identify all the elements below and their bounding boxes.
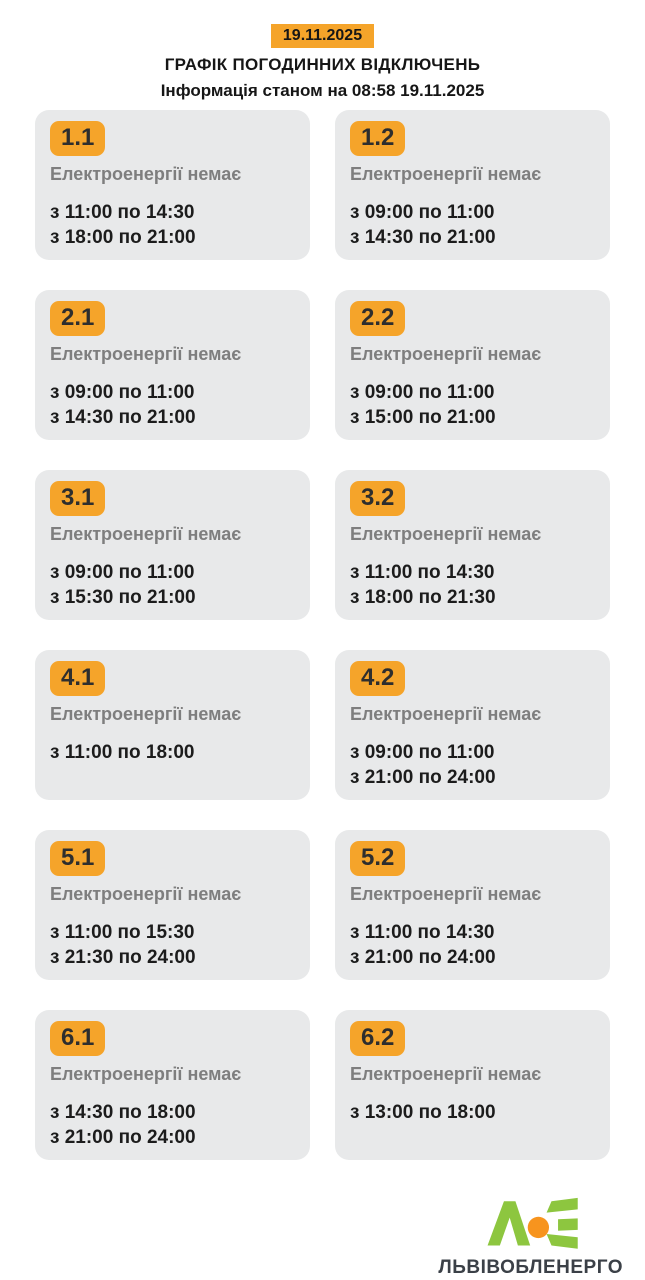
outage-period: з 11:00 по 14:30 — [350, 922, 495, 943]
outage-periods: з 09:00 по 11:00 з 14:30 по 21:00 — [50, 380, 295, 430]
outage-period: з 11:00 по 15:30 — [50, 922, 195, 943]
outage-period: з 21:00 по 24:00 — [50, 1127, 196, 1148]
outage-period: з 18:00 по 21:30 — [350, 587, 496, 608]
group-card-4-2: 4.2 Електроенергії немає з 09:00 по 11:0… — [335, 650, 610, 800]
outage-periods: з 09:00 по 11:00 з 14:30 по 21:00 — [350, 200, 595, 250]
outage-period: з 14:30 по 18:00 — [50, 1102, 196, 1123]
group-status: Електроенергії немає — [50, 704, 242, 724]
outage-period: з 21:30 по 24:00 — [50, 947, 196, 968]
group-badge: 5.1 — [50, 841, 106, 876]
group-card-6-2: 6.2 Електроенергії немає з 13:00 по 18:0… — [335, 1010, 610, 1160]
group-badge: 3.2 — [350, 481, 406, 516]
footer-logo: ЛЬВІВОБЛЕНЕРГО — [438, 1196, 623, 1279]
outage-periods: з 09:00 по 11:00 з 21:00 по 24:00 — [350, 740, 595, 790]
outage-periods: з 09:00 по 11:00 з 15:30 по 21:00 — [50, 560, 295, 610]
outage-period: з 09:00 по 11:00 — [350, 382, 495, 403]
group-status: Електроенергії немає — [350, 524, 542, 544]
group-card-2-1: 2.1 Електроенергії немає з 09:00 по 11:0… — [35, 290, 310, 440]
outage-period: з 15:30 по 21:00 — [50, 587, 196, 608]
group-badge: 5.2 — [350, 841, 406, 876]
outage-period: з 21:00 по 24:00 — [350, 767, 496, 788]
outage-periods: з 11:00 по 18:00 — [50, 740, 295, 765]
group-status: Електроенергії немає — [350, 884, 542, 904]
group-badge: 2.1 — [50, 301, 106, 336]
outage-period: з 11:00 по 18:00 — [50, 742, 195, 763]
group-status: Електроенергії немає — [350, 344, 542, 364]
page-title: ГРАФІК ПОГОДИННИХ ВІДКЛЮЧЕНЬ — [164, 55, 481, 74]
outage-period: з 14:30 по 21:00 — [50, 407, 196, 428]
group-card-4-1: 4.1 Електроенергії немає з 11:00 по 18:0… — [35, 650, 310, 800]
group-badge: 6.1 — [50, 1021, 106, 1056]
outage-periods: з 11:00 по 14:30 з 18:00 по 21:30 — [350, 560, 595, 610]
group-badge: 1.1 — [50, 121, 106, 156]
group-status: Електроенергії немає — [50, 164, 242, 184]
outage-period: з 09:00 по 11:00 — [350, 202, 495, 223]
group-status: Електроенергії немає — [350, 704, 542, 724]
outage-period: з 09:00 по 11:00 — [350, 742, 495, 763]
group-card-1-2: 1.2 Електроенергії немає з 09:00 по 11:0… — [335, 110, 610, 260]
group-badge: 2.2 — [350, 301, 406, 336]
outage-period: з 11:00 по 14:30 — [50, 202, 195, 223]
lvivoblenergo-loe-logo-icon — [481, 1196, 581, 1249]
outage-periods: з 11:00 по 15:30 з 21:30 по 24:00 — [50, 920, 295, 970]
company-name: ЛЬВІВОБЛЕНЕРГО — [438, 1257, 623, 1278]
date-badge: 19.11.2025 — [270, 24, 375, 48]
group-status: Електроенергії немає — [350, 164, 542, 184]
outage-period: з 21:00 по 24:00 — [350, 947, 496, 968]
group-card-6-1: 6.1 Електроенергії немає з 14:30 по 18:0… — [35, 1010, 310, 1160]
group-card-5-2: 5.2 Електроенергії немає з 11:00 по 14:3… — [335, 830, 610, 980]
group-status: Електроенергії немає — [50, 1064, 242, 1084]
outage-periods: з 14:30 по 18:00 з 21:00 по 24:00 — [50, 1100, 295, 1150]
group-badge: 3.1 — [50, 481, 106, 516]
outage-periods: з 11:00 по 14:30 з 21:00 по 24:00 — [350, 920, 595, 970]
outage-period: з 14:30 по 21:00 — [350, 227, 496, 248]
group-card-1-1: 1.1 Електроенергії немає з 11:00 по 14:3… — [35, 110, 310, 260]
group-status: Електроенергії немає — [50, 884, 242, 904]
outage-period: з 15:00 по 21:00 — [350, 407, 496, 428]
page-subtitle: Інформація станом на 08:58 19.11.2025 — [160, 81, 485, 100]
header: 19.11.2025 ГРАФІК ПОГОДИННИХ ВІДКЛЮЧЕНЬ … — [0, 0, 645, 101]
outage-period: з 11:00 по 14:30 — [350, 562, 495, 583]
outage-period: з 18:00 по 21:00 — [50, 227, 196, 248]
outage-periods: з 13:00 по 18:00 — [350, 1100, 595, 1125]
group-card-3-2: 3.2 Електроенергії немає з 11:00 по 14:3… — [335, 470, 610, 620]
groups-grid: 1.1 Електроенергії немає з 11:00 по 14:3… — [0, 110, 645, 1160]
group-status: Електроенергії немає — [350, 1064, 542, 1084]
outage-periods: з 11:00 по 14:30 з 18:00 по 21:00 — [50, 200, 295, 250]
group-card-2-2: 2.2 Електроенергії немає з 09:00 по 11:0… — [335, 290, 610, 440]
group-badge: 1.2 — [350, 121, 406, 156]
group-card-3-1: 3.1 Електроенергії немає з 09:00 по 11:0… — [35, 470, 310, 620]
outage-period: з 09:00 по 11:00 — [50, 382, 195, 403]
group-card-5-1: 5.1 Електроенергії немає з 11:00 по 15:3… — [35, 830, 310, 980]
group-badge: 6.2 — [350, 1021, 406, 1056]
outage-period: з 13:00 по 18:00 — [350, 1102, 496, 1123]
group-badge: 4.2 — [350, 661, 406, 696]
outage-period: з 09:00 по 11:00 — [50, 562, 195, 583]
outage-periods: з 09:00 по 11:00 з 15:00 по 21:00 — [350, 380, 595, 430]
group-badge: 4.1 — [50, 661, 106, 696]
group-status: Електроенергії немає — [50, 524, 242, 544]
group-status: Електроенергії немає — [50, 344, 242, 364]
